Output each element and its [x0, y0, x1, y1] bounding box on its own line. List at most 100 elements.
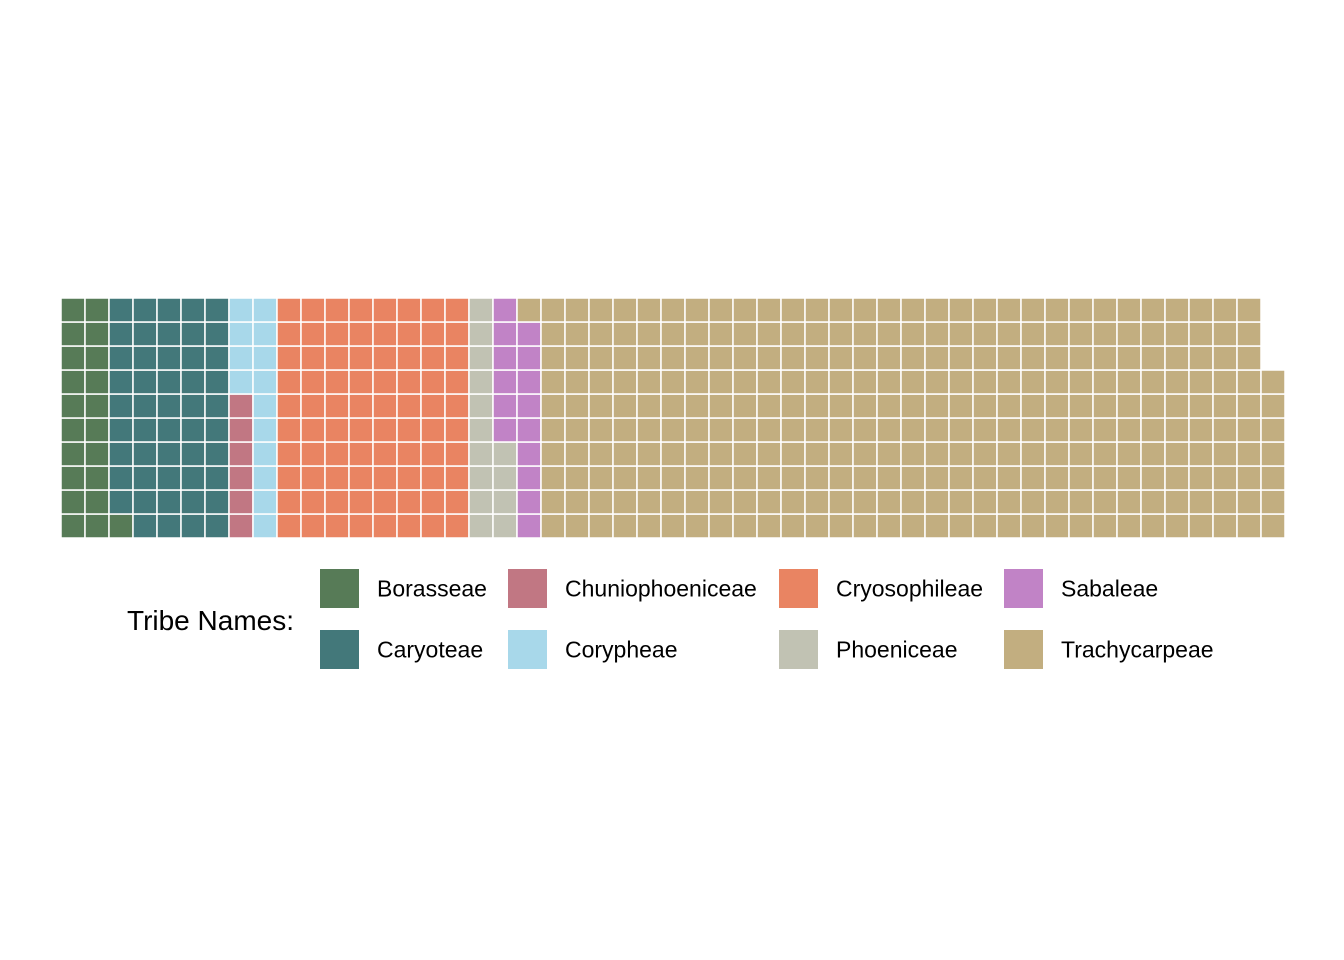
waffle-tile-trachycarpeae [540, 417, 566, 443]
waffle-tile-trachycarpeae [1164, 297, 1190, 323]
waffle-tile-trachycarpeae [1092, 393, 1118, 419]
waffle-tile-borasseae [60, 369, 86, 395]
waffle-tile-caryoteae [156, 369, 182, 395]
waffle-tile-trachycarpeae [948, 369, 974, 395]
waffle-tile-trachycarpeae [1116, 321, 1142, 347]
waffle-tile-trachycarpeae [1020, 465, 1046, 491]
waffle-tile-trachycarpeae [1068, 441, 1094, 467]
waffle-tile-corypheae [228, 345, 254, 371]
waffle-tile-trachycarpeae [1092, 489, 1118, 515]
waffle-tile-trachycarpeae [900, 321, 926, 347]
waffle-tile-trachycarpeae [1140, 321, 1166, 347]
waffle-tile-caryoteae [180, 513, 206, 539]
waffle-tile-trachycarpeae [1068, 297, 1094, 323]
waffle-tile-trachycarpeae [588, 441, 614, 467]
waffle-tile-trachycarpeae [636, 489, 662, 515]
waffle-tile-cryosophileae [324, 465, 350, 491]
waffle-tile-cryosophileae [420, 465, 446, 491]
waffle-tile-borasseae [60, 417, 86, 443]
waffle-tile-trachycarpeae [660, 297, 686, 323]
waffle-tile-trachycarpeae [1020, 513, 1046, 539]
waffle-tile-cryosophileae [396, 513, 422, 539]
waffle-tile-trachycarpeae [732, 489, 758, 515]
legend-key [779, 630, 818, 669]
waffle-tile-trachycarpeae [972, 417, 998, 443]
legend-items: Borasseae Caryoteae Chuniophoeniceae Coryph… [320, 569, 1214, 669]
waffle-tile-trachycarpeae [948, 465, 974, 491]
waffle-tile-trachycarpeae [1068, 321, 1094, 347]
waffle-tile-cryosophileae [372, 393, 398, 419]
waffle-tile-trachycarpeae [636, 297, 662, 323]
waffle-tile-trachycarpeae [612, 513, 638, 539]
waffle-tile-trachycarpeae [660, 417, 686, 443]
waffle-tile-trachycarpeae [924, 393, 950, 419]
waffle-tile-chuniophoeniceae [228, 417, 254, 443]
waffle-tile-trachycarpeae [588, 513, 614, 539]
waffle-tile-trachycarpeae [1140, 393, 1166, 419]
waffle-tile-caryoteae [108, 369, 134, 395]
waffle-tile-trachycarpeae [1116, 513, 1142, 539]
waffle-tile-cryosophileae [420, 345, 446, 371]
waffle-tile-trachycarpeae [612, 417, 638, 443]
waffle-tile-trachycarpeae [756, 369, 782, 395]
waffle-tile-caryoteae [180, 297, 206, 323]
waffle-tile-trachycarpeae [588, 465, 614, 491]
waffle-tile-caryoteae [204, 513, 230, 539]
legend-item-sabaleae: Sabaleae [1004, 569, 1158, 608]
waffle-tile-trachycarpeae [1068, 345, 1094, 371]
waffle-tile-trachycarpeae [588, 297, 614, 323]
legend-key [1004, 630, 1043, 669]
waffle-tile-cryosophileae [420, 297, 446, 323]
waffle-tile-trachycarpeae [924, 465, 950, 491]
waffle-tile-trachycarpeae [924, 441, 950, 467]
waffle-tile-trachycarpeae [1212, 441, 1238, 467]
waffle-tile-trachycarpeae [636, 393, 662, 419]
waffle-tile-sabaleae [492, 393, 518, 419]
waffle-tile-trachycarpeae [588, 369, 614, 395]
waffle-tile-trachycarpeae [900, 441, 926, 467]
waffle-tile-trachycarpeae [1116, 465, 1142, 491]
waffle-tile-trachycarpeae [1212, 393, 1238, 419]
waffle-tile-trachycarpeae [1164, 513, 1190, 539]
waffle-tile-trachycarpeae [1188, 489, 1214, 515]
waffle-tile-trachycarpeae [804, 489, 830, 515]
waffle-tile-trachycarpeae [948, 441, 974, 467]
waffle-tile-trachycarpeae [636, 345, 662, 371]
waffle-tile-cryosophileae [348, 369, 374, 395]
waffle-tile-trachycarpeae [948, 345, 974, 371]
waffle-tile-trachycarpeae [708, 417, 734, 443]
waffle-tile-cryosophileae [324, 393, 350, 419]
waffle-tile-cryosophileae [372, 369, 398, 395]
legend-label: Corypheae [565, 637, 678, 663]
waffle-tile-trachycarpeae [996, 489, 1022, 515]
waffle-tile-trachycarpeae [996, 417, 1022, 443]
waffle-tile-cryosophileae [324, 417, 350, 443]
waffle-tile-borasseae [108, 513, 134, 539]
waffle-tile-cryosophileae [348, 441, 374, 467]
waffle-tile-trachycarpeae [972, 297, 998, 323]
waffle-tile-phoeniceae [468, 417, 494, 443]
waffle-tile-trachycarpeae [612, 393, 638, 419]
waffle-tile-caryoteae [180, 465, 206, 491]
waffle-tile-trachycarpeae [828, 297, 854, 323]
waffle-tile-trachycarpeae [684, 369, 710, 395]
waffle-tile-cryosophileae [372, 489, 398, 515]
waffle-tile-trachycarpeae [972, 465, 998, 491]
waffle-tile-trachycarpeae [756, 297, 782, 323]
waffle-tile-trachycarpeae [948, 321, 974, 347]
waffle-tile-trachycarpeae [876, 297, 902, 323]
waffle-tile-cryosophileae [348, 513, 374, 539]
waffle-tile-trachycarpeae [780, 297, 806, 323]
waffle-tile-trachycarpeae [1212, 513, 1238, 539]
legend-label: Cryosophileae [836, 576, 983, 602]
waffle-tile-trachycarpeae [852, 369, 878, 395]
waffle-tile-sabaleae [516, 513, 542, 539]
waffle-tile-sabaleae [492, 417, 518, 443]
waffle-tile-trachycarpeae [732, 345, 758, 371]
waffle-tile-trachycarpeae [1044, 441, 1070, 467]
waffle-tile-trachycarpeae [996, 393, 1022, 419]
waffle-tile-caryoteae [108, 393, 134, 419]
waffle-tile-cryosophileae [396, 297, 422, 323]
waffle-tile-trachycarpeae [1020, 417, 1046, 443]
